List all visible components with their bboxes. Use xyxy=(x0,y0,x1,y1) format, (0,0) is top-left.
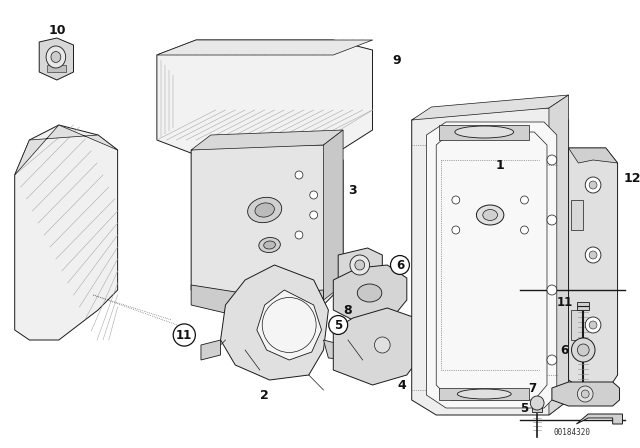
Circle shape xyxy=(589,251,597,259)
Ellipse shape xyxy=(255,203,275,217)
Polygon shape xyxy=(221,265,328,380)
Polygon shape xyxy=(338,248,382,285)
Circle shape xyxy=(572,338,595,362)
Polygon shape xyxy=(323,340,348,360)
Polygon shape xyxy=(572,200,583,230)
Ellipse shape xyxy=(455,126,514,138)
Ellipse shape xyxy=(483,210,497,220)
Text: 1: 1 xyxy=(495,159,504,172)
Polygon shape xyxy=(39,38,74,80)
Ellipse shape xyxy=(476,205,504,225)
Circle shape xyxy=(520,226,529,234)
Text: 12: 12 xyxy=(623,172,640,185)
Text: 3: 3 xyxy=(349,184,357,197)
Polygon shape xyxy=(15,125,118,340)
Circle shape xyxy=(585,247,601,263)
Text: 10: 10 xyxy=(48,23,66,36)
Circle shape xyxy=(520,196,529,204)
Circle shape xyxy=(577,344,589,356)
Polygon shape xyxy=(532,405,542,412)
Ellipse shape xyxy=(46,46,66,68)
Ellipse shape xyxy=(458,389,511,399)
Circle shape xyxy=(295,171,303,179)
Ellipse shape xyxy=(259,237,280,253)
Polygon shape xyxy=(426,122,557,408)
Circle shape xyxy=(547,155,557,165)
Text: 8: 8 xyxy=(344,303,352,316)
Circle shape xyxy=(589,181,597,189)
Ellipse shape xyxy=(51,52,61,63)
Polygon shape xyxy=(257,290,321,360)
Polygon shape xyxy=(439,125,529,140)
Circle shape xyxy=(581,390,589,398)
Polygon shape xyxy=(549,95,568,415)
Circle shape xyxy=(310,211,317,219)
Text: 5: 5 xyxy=(334,319,342,332)
Circle shape xyxy=(295,231,303,239)
Polygon shape xyxy=(333,265,407,325)
Polygon shape xyxy=(439,388,529,400)
Text: 11: 11 xyxy=(557,296,573,309)
Circle shape xyxy=(374,337,390,353)
Circle shape xyxy=(310,191,317,199)
Text: 11: 11 xyxy=(176,328,193,341)
Text: 4: 4 xyxy=(397,379,406,392)
Circle shape xyxy=(452,196,460,204)
Polygon shape xyxy=(201,340,221,360)
Circle shape xyxy=(589,321,597,329)
Circle shape xyxy=(585,317,601,333)
Polygon shape xyxy=(47,65,66,72)
Polygon shape xyxy=(577,302,589,310)
Ellipse shape xyxy=(248,197,282,223)
Text: 6: 6 xyxy=(396,258,404,271)
Ellipse shape xyxy=(357,284,382,302)
Polygon shape xyxy=(412,95,568,120)
Circle shape xyxy=(547,215,557,225)
Circle shape xyxy=(547,355,557,365)
Polygon shape xyxy=(191,145,343,305)
Polygon shape xyxy=(191,130,343,150)
Polygon shape xyxy=(191,285,323,320)
Polygon shape xyxy=(568,148,618,163)
Polygon shape xyxy=(157,40,372,155)
Circle shape xyxy=(452,226,460,234)
Polygon shape xyxy=(577,414,623,424)
Polygon shape xyxy=(568,148,618,390)
Polygon shape xyxy=(552,382,620,406)
Circle shape xyxy=(585,177,601,193)
Polygon shape xyxy=(15,125,118,175)
Text: 00184320: 00184320 xyxy=(554,427,591,436)
Text: 9: 9 xyxy=(393,53,401,66)
Circle shape xyxy=(577,386,593,402)
Text: 5: 5 xyxy=(520,401,529,414)
Circle shape xyxy=(350,255,369,275)
Text: 7: 7 xyxy=(528,382,536,395)
Text: 2: 2 xyxy=(260,388,269,401)
Polygon shape xyxy=(323,130,343,300)
Ellipse shape xyxy=(264,241,275,249)
Circle shape xyxy=(531,396,544,410)
Text: 6: 6 xyxy=(561,344,569,357)
Polygon shape xyxy=(333,308,422,385)
Polygon shape xyxy=(157,40,372,55)
Polygon shape xyxy=(572,310,583,340)
Circle shape xyxy=(355,260,365,270)
Polygon shape xyxy=(412,108,568,415)
Circle shape xyxy=(547,285,557,295)
